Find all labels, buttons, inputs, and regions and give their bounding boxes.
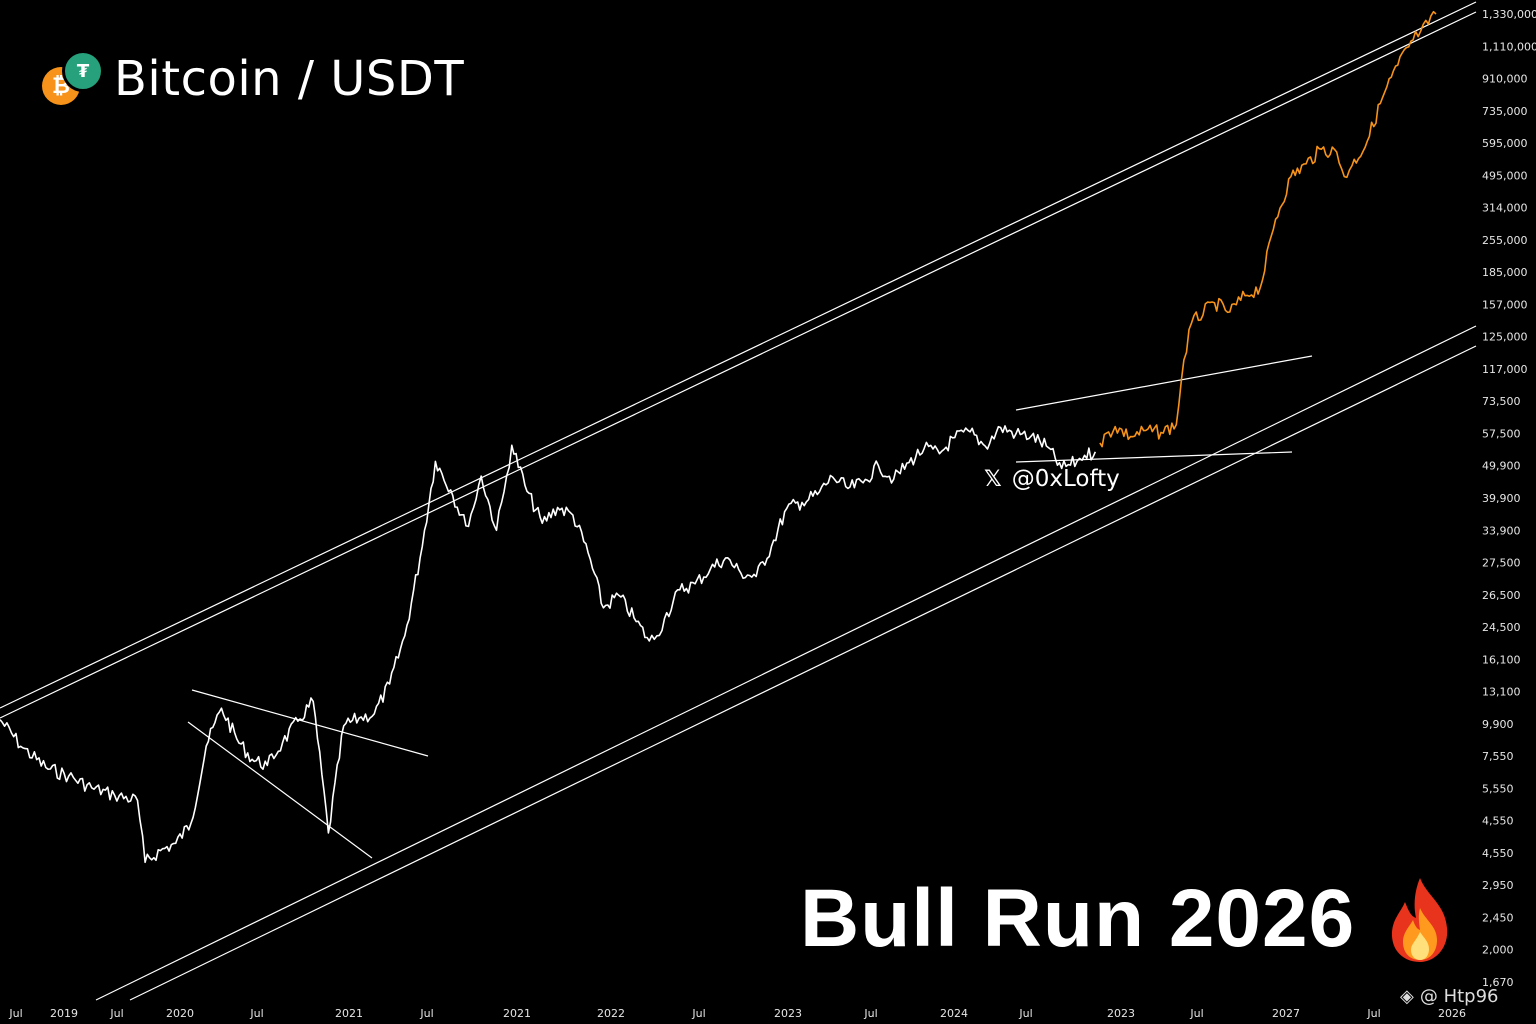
y-tick-label: 910,000 [1482,73,1528,86]
y-tick-label: 2,000 [1482,944,1514,957]
y-tick-label: 495,000 [1482,169,1528,182]
wedge-top-line [191,689,429,757]
author-handle: @0xLofty [1011,466,1120,492]
pair-icons: ₿ ₮ [40,50,106,108]
y-tick-label: 4,550 [1482,847,1514,860]
y-tick-label: 57,500 [1482,428,1521,441]
y-tick-label: 16,100 [1482,653,1521,666]
price-axis: 1,330,000 1,110,000 910,000 735,000 595,000 4… [1482,8,1536,989]
y-tick-label: 26,500 [1482,589,1521,602]
x-tick-label: 2027 [1272,1007,1300,1020]
x-logo-icon: 𝕏 [984,466,1002,492]
y-tick-label: 1,330,000 [1482,8,1536,21]
y-tick-label: 39,900 [1482,492,1521,505]
y-tick-label: 735,000 [1482,105,1528,118]
trend-channels [0,1,1477,1001]
x-tick-label: 2024 [940,1007,968,1020]
series-line-projection [1099,10,1437,448]
y-tick-label: 1,670 [1482,976,1514,989]
x-tick-label: Jul [1018,1007,1032,1020]
y-tick-label: 314,000 [1482,202,1528,215]
y-tick-label: 185,000 [1482,266,1528,279]
x-tick-label: Jul [691,1007,705,1020]
y-tick-label: 9,900 [1482,718,1514,731]
y-tick-label: 13,100 [1482,686,1521,699]
x-tick-label: 2023 [774,1007,802,1020]
range-bottom-line [1015,451,1293,463]
x-tick-label: 2023 [1107,1007,1135,1020]
chart-header: ₿ ₮ Bitcoin / USDT [40,48,464,110]
y-tick-label: 24,500 [1482,621,1521,634]
upper-channel-inner [0,11,1477,719]
lower-channel-outer [95,325,1477,1001]
y-tick-label: 49,900 [1482,460,1521,473]
x-tick-label: Jul [109,1007,123,1020]
y-tick-label: 5,550 [1482,782,1514,795]
headline-text: Bull Run 2026 [800,873,1356,964]
y-tick-label: 595,000 [1482,137,1528,150]
x-tick-label: 2021 [335,1007,363,1020]
x-tick-label: Jul [8,1007,22,1020]
fire-icon [1392,878,1448,962]
x-tick-label: Jul [863,1007,877,1020]
y-tick-label: 117,000 [1482,363,1528,376]
y-tick-label: 255,000 [1482,234,1528,247]
series-line-history [0,425,1097,864]
price-series [0,10,1437,864]
upper-channel-outer [0,1,1477,709]
y-tick-label: 73,500 [1482,395,1521,408]
y-tick-label: 2,950 [1482,879,1514,892]
x-tick-label: Jul [249,1007,263,1020]
binance-logo-icon: ◈ [1400,986,1414,1007]
x-tick-label: 2022 [597,1007,625,1020]
y-tick-label: 4,550 [1482,815,1514,828]
y-tick-label: 33,900 [1482,524,1521,537]
x-tick-label: Jul [419,1007,433,1020]
range-top-line [1015,355,1313,411]
source-credit: ◈ @ Htp96 [1400,986,1499,1007]
lower-channel-inner [129,345,1477,1001]
x-tick-label: 2019 [50,1007,78,1020]
time-axis: Jul 2019 Jul 2020 Jul 2021 Jul 2021 2022 Jul 2023 J… [8,1007,1466,1020]
headline: Bull Run 2026 [800,872,1457,966]
pair-title: Bitcoin / USDT [114,51,465,107]
x-tick-label: Jul [1189,1007,1203,1020]
wedge-bottom-line [187,721,373,859]
y-tick-label: 125,000 [1482,331,1528,344]
x-tick-label: Jul [1366,1007,1380,1020]
x-tick-label: 2020 [166,1007,194,1020]
y-tick-label: 7,550 [1482,750,1514,763]
y-tick-label: 157,000 [1482,298,1528,311]
y-tick-label: 2,450 [1482,912,1514,925]
x-tick-label: 2021 [503,1007,531,1020]
y-tick-label: 1,110,000 [1482,40,1536,53]
tether-icon: ₮ [62,50,104,92]
credit-text: @ Htp96 [1419,986,1499,1007]
x-tick-label: 2026 [1438,1007,1466,1020]
author-watermark: 𝕏 @0xLofty [984,466,1120,492]
y-tick-label: 27,500 [1482,557,1521,570]
